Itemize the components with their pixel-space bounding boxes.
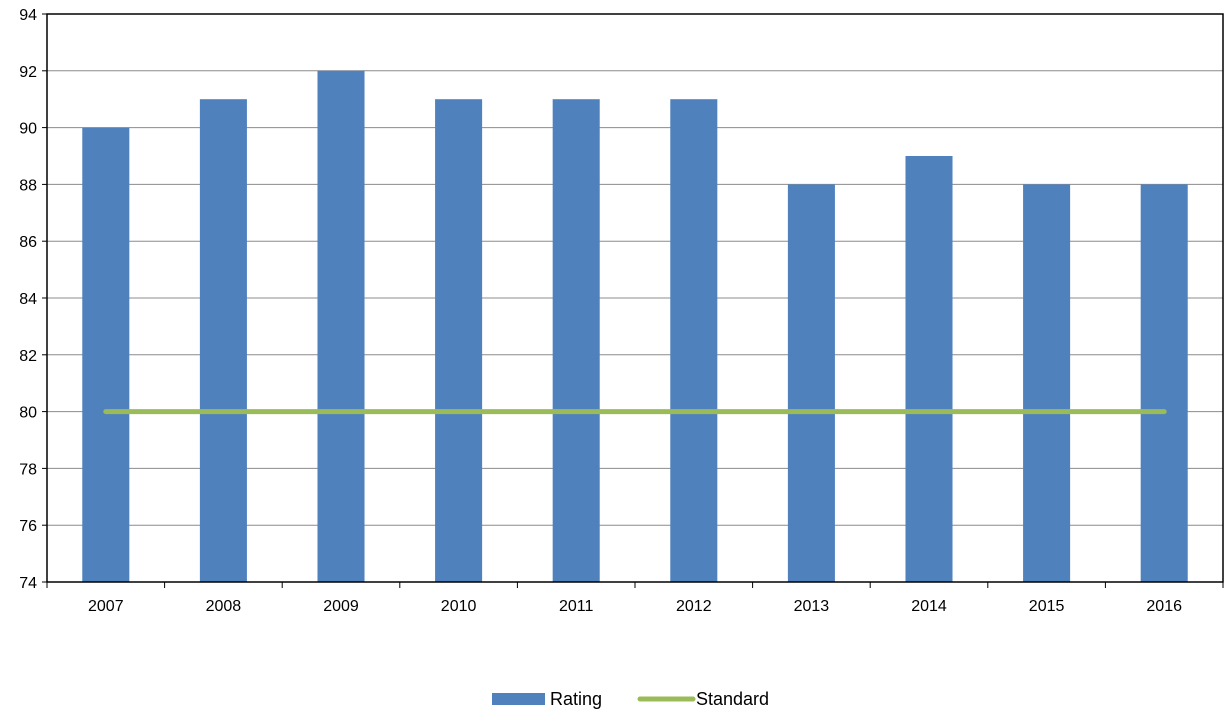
standard-point-2016 — [1163, 411, 1165, 413]
x-tick-label: 2010 — [441, 598, 477, 615]
bar-rating-2011 — [552, 99, 600, 582]
bar-rating-2007 — [82, 127, 130, 582]
standard-point-2007 — [105, 411, 107, 413]
legend-label-rating: Rating — [550, 689, 602, 709]
standard-point-2012 — [693, 411, 695, 413]
bar-rating-2015 — [1023, 184, 1071, 582]
y-tick-label: 82 — [19, 348, 37, 365]
x-tick-label: 2012 — [676, 598, 712, 615]
y-tick-label: 84 — [19, 291, 37, 308]
bar-rating-2012 — [670, 99, 718, 582]
standard-point-2015 — [1046, 411, 1048, 413]
standard-point-2008 — [222, 411, 224, 413]
standard-point-2011 — [575, 411, 577, 413]
x-tick-label: 2009 — [323, 598, 359, 615]
x-tick-label: 2013 — [794, 598, 830, 615]
y-tick-label: 80 — [19, 405, 37, 422]
x-tick-label: 2011 — [559, 598, 594, 615]
y-tick-label: 88 — [19, 177, 37, 194]
standard-point-2013 — [810, 411, 812, 413]
y-tick-label: 76 — [19, 518, 37, 535]
x-tick-label: 2015 — [1029, 598, 1065, 615]
rating-bars — [82, 70, 1188, 583]
y-tick-label: 86 — [19, 234, 37, 251]
standard-point-2010 — [458, 411, 460, 413]
legend: Rating Standard — [492, 689, 769, 709]
bar-rating-2009 — [317, 70, 365, 583]
y-tick-label: 74 — [19, 575, 37, 592]
legend-swatch-rating — [492, 693, 545, 705]
y-tick-label: 78 — [19, 461, 37, 478]
bar-rating-2016 — [1140, 184, 1188, 582]
x-tick-label: 2008 — [206, 598, 242, 615]
bar-rating-2014 — [905, 156, 953, 582]
bar-rating-2013 — [787, 184, 835, 582]
bar-rating-2010 — [435, 99, 483, 582]
y-tick-label: 94 — [19, 7, 37, 24]
x-tick-label: 2016 — [1146, 598, 1182, 615]
x-tick-label: 2007 — [88, 598, 124, 615]
axes: 74 76 78 80 82 84 86 88 90 92 94 2007 2008 2009 2010 20… — [19, 7, 1224, 615]
standard-point-2014 — [928, 411, 930, 413]
legend-label-standard: Standard — [696, 689, 769, 709]
y-tick-label: 90 — [19, 121, 37, 138]
x-tick-label: 2014 — [911, 598, 947, 615]
standard-line-layer — [103, 409, 1167, 415]
y-tick-label: 92 — [19, 64, 37, 81]
bar-rating-2008 — [199, 99, 247, 582]
standard-point-2009 — [340, 411, 342, 413]
